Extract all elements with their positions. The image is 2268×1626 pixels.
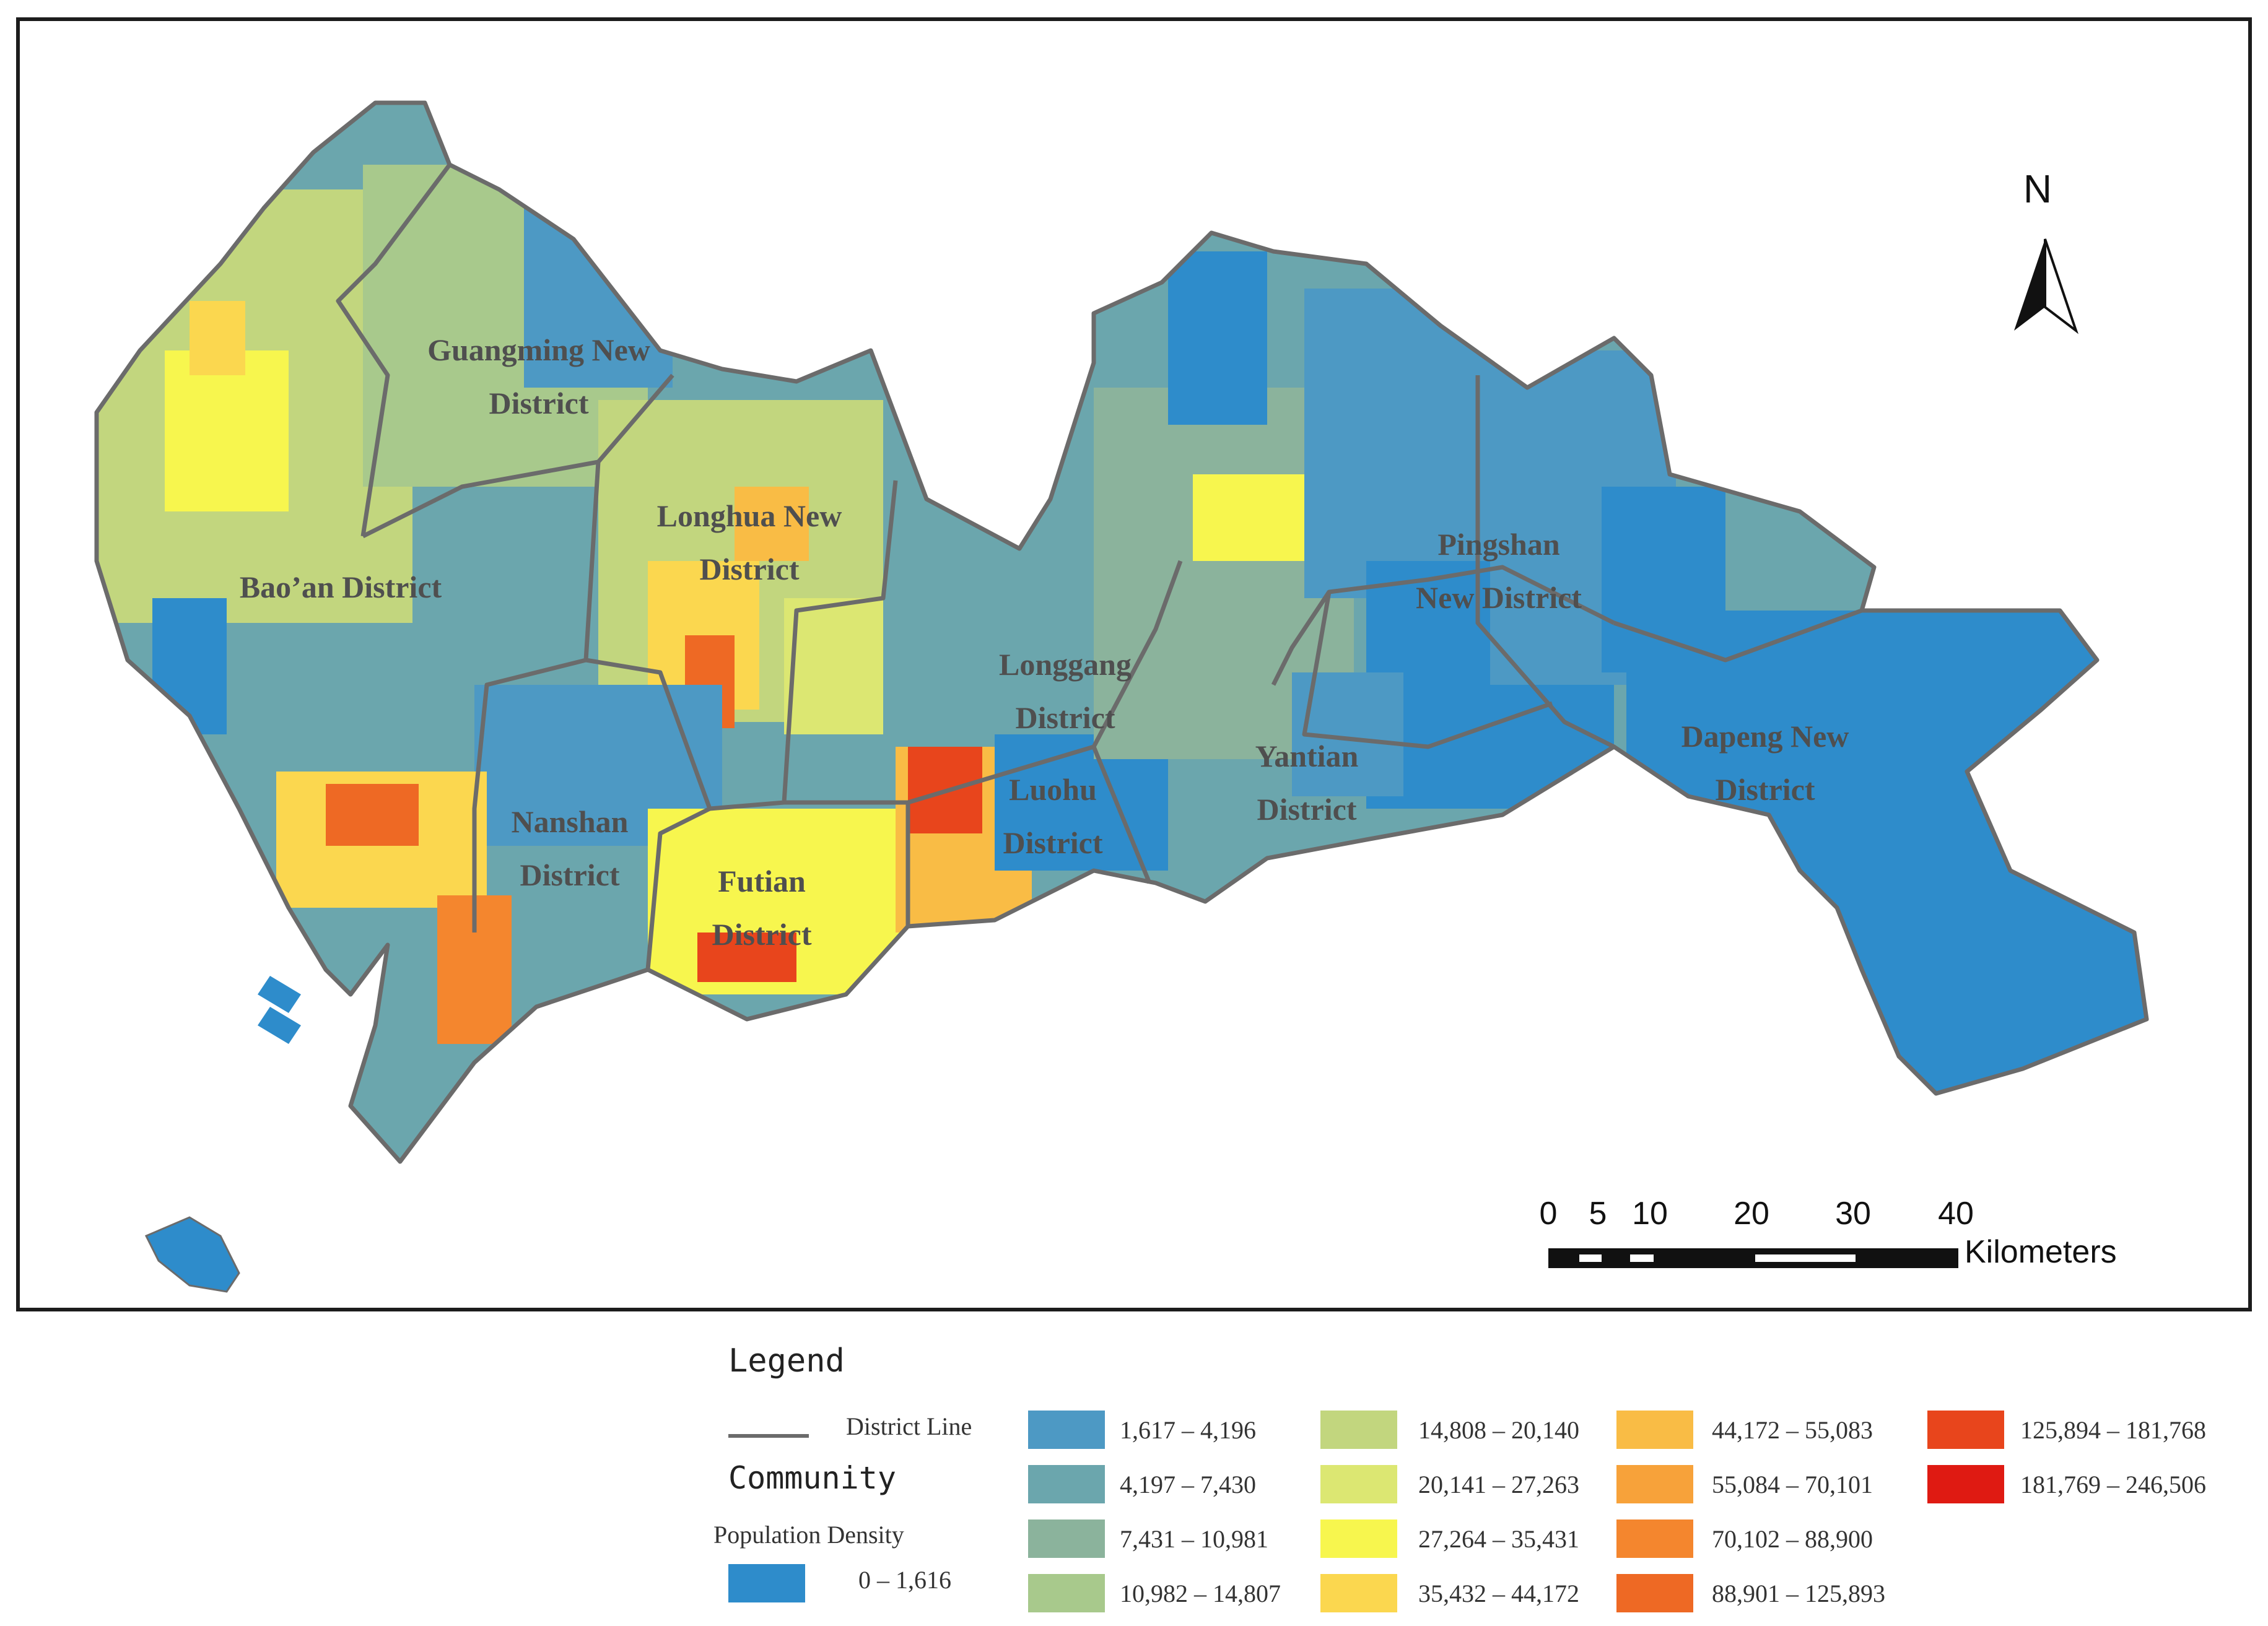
scale-bar (1548, 1248, 1958, 1268)
scale-tick-20: 20 (1734, 1196, 1769, 1232)
legend-swatch-12 (1616, 1574, 1693, 1612)
district-label-dapeng: Dapeng New District (1681, 719, 1849, 807)
legend-label-7: 27,264 – 35,431 (1418, 1525, 1579, 1553)
district-label-guangming: Guangming New District (427, 333, 650, 420)
scale-tick-5: 5 (1589, 1196, 1607, 1232)
map-canvas (94, 100, 2149, 1293)
scale-tick-40: 40 (1938, 1196, 1974, 1232)
legend-label-10: 55,084 – 70,101 (1712, 1471, 1873, 1498)
legend-swatch-13 (1927, 1411, 2004, 1449)
legend-label-2: 4,197 – 7,430 (1120, 1471, 1256, 1498)
legend-swatch-2 (1028, 1465, 1105, 1503)
north-label: N (1994, 167, 2081, 211)
district-label-futian: Futian District (712, 864, 812, 952)
legend-swatch-4 (1028, 1574, 1105, 1612)
legend-swatch-7 (1320, 1519, 1397, 1558)
north-arrow-icon (2014, 238, 2078, 334)
legend-label-8: 35,432 – 44,172 (1418, 1580, 1579, 1607)
legend-label-11: 70,102 – 88,900 (1712, 1525, 1873, 1553)
district-label-longgang: Longgang District (999, 647, 1132, 735)
map-frame (16, 17, 2252, 1311)
scale-tick-30: 30 (1835, 1196, 1871, 1232)
legend-swatch-10 (1616, 1465, 1693, 1503)
legend-swatch-0 (728, 1564, 805, 1602)
legend-label-4: 10,982 – 14,807 (1120, 1580, 1281, 1607)
scale-tick-0: 0 (1539, 1196, 1558, 1232)
legend-label-12: 88,901 – 125,893 (1712, 1580, 1885, 1607)
legend-swatch-3 (1028, 1519, 1105, 1558)
legend-label-1: 1,617 – 4,196 (1120, 1416, 1256, 1444)
legend-swatch-9 (1616, 1411, 1693, 1449)
district-label-pingshan: Pingshan New District (1416, 527, 1582, 615)
district-line-label: District Line (846, 1412, 972, 1440)
legend-label-6: 20,141 – 27,263 (1418, 1471, 1579, 1498)
district-label-luohu: Luohu District (1003, 772, 1103, 860)
legend-title: Legend (728, 1342, 845, 1380)
district-label-nanshan: Nanshan District (511, 804, 629, 892)
legend-label-3: 7,431 – 10,981 (1120, 1525, 1268, 1553)
district-label-longhua: Longhua New District (656, 498, 842, 586)
north-letter: N (2023, 167, 2052, 211)
community-label: Community (728, 1460, 896, 1496)
legend-swatch-5 (1320, 1411, 1397, 1449)
district-line-swatch (728, 1434, 809, 1438)
scale-unit: Kilometers (1965, 1234, 2117, 1270)
legend-swatch-8 (1320, 1574, 1397, 1612)
legend-label-5: 14,808 – 20,140 (1418, 1416, 1579, 1444)
legend-label-0: 0 – 1,616 (858, 1566, 951, 1594)
legend-swatch-14 (1927, 1465, 2004, 1503)
legend-swatch-11 (1616, 1519, 1693, 1558)
district-label-yantian: Yantian District (1255, 739, 1359, 827)
legend-swatch-6 (1320, 1465, 1397, 1503)
scale-tick-10: 10 (1632, 1196, 1668, 1232)
legend-swatch-1 (1028, 1411, 1105, 1449)
legend-label-9: 44,172 – 55,083 (1712, 1416, 1873, 1444)
population-density-label: Population Density (713, 1521, 904, 1549)
legend-label-14: 181,769 – 246,506 (2020, 1471, 2206, 1498)
district-label-baoan: Bao’an District (239, 570, 442, 604)
legend-label-13: 125,894 – 181,768 (2020, 1416, 2206, 1444)
